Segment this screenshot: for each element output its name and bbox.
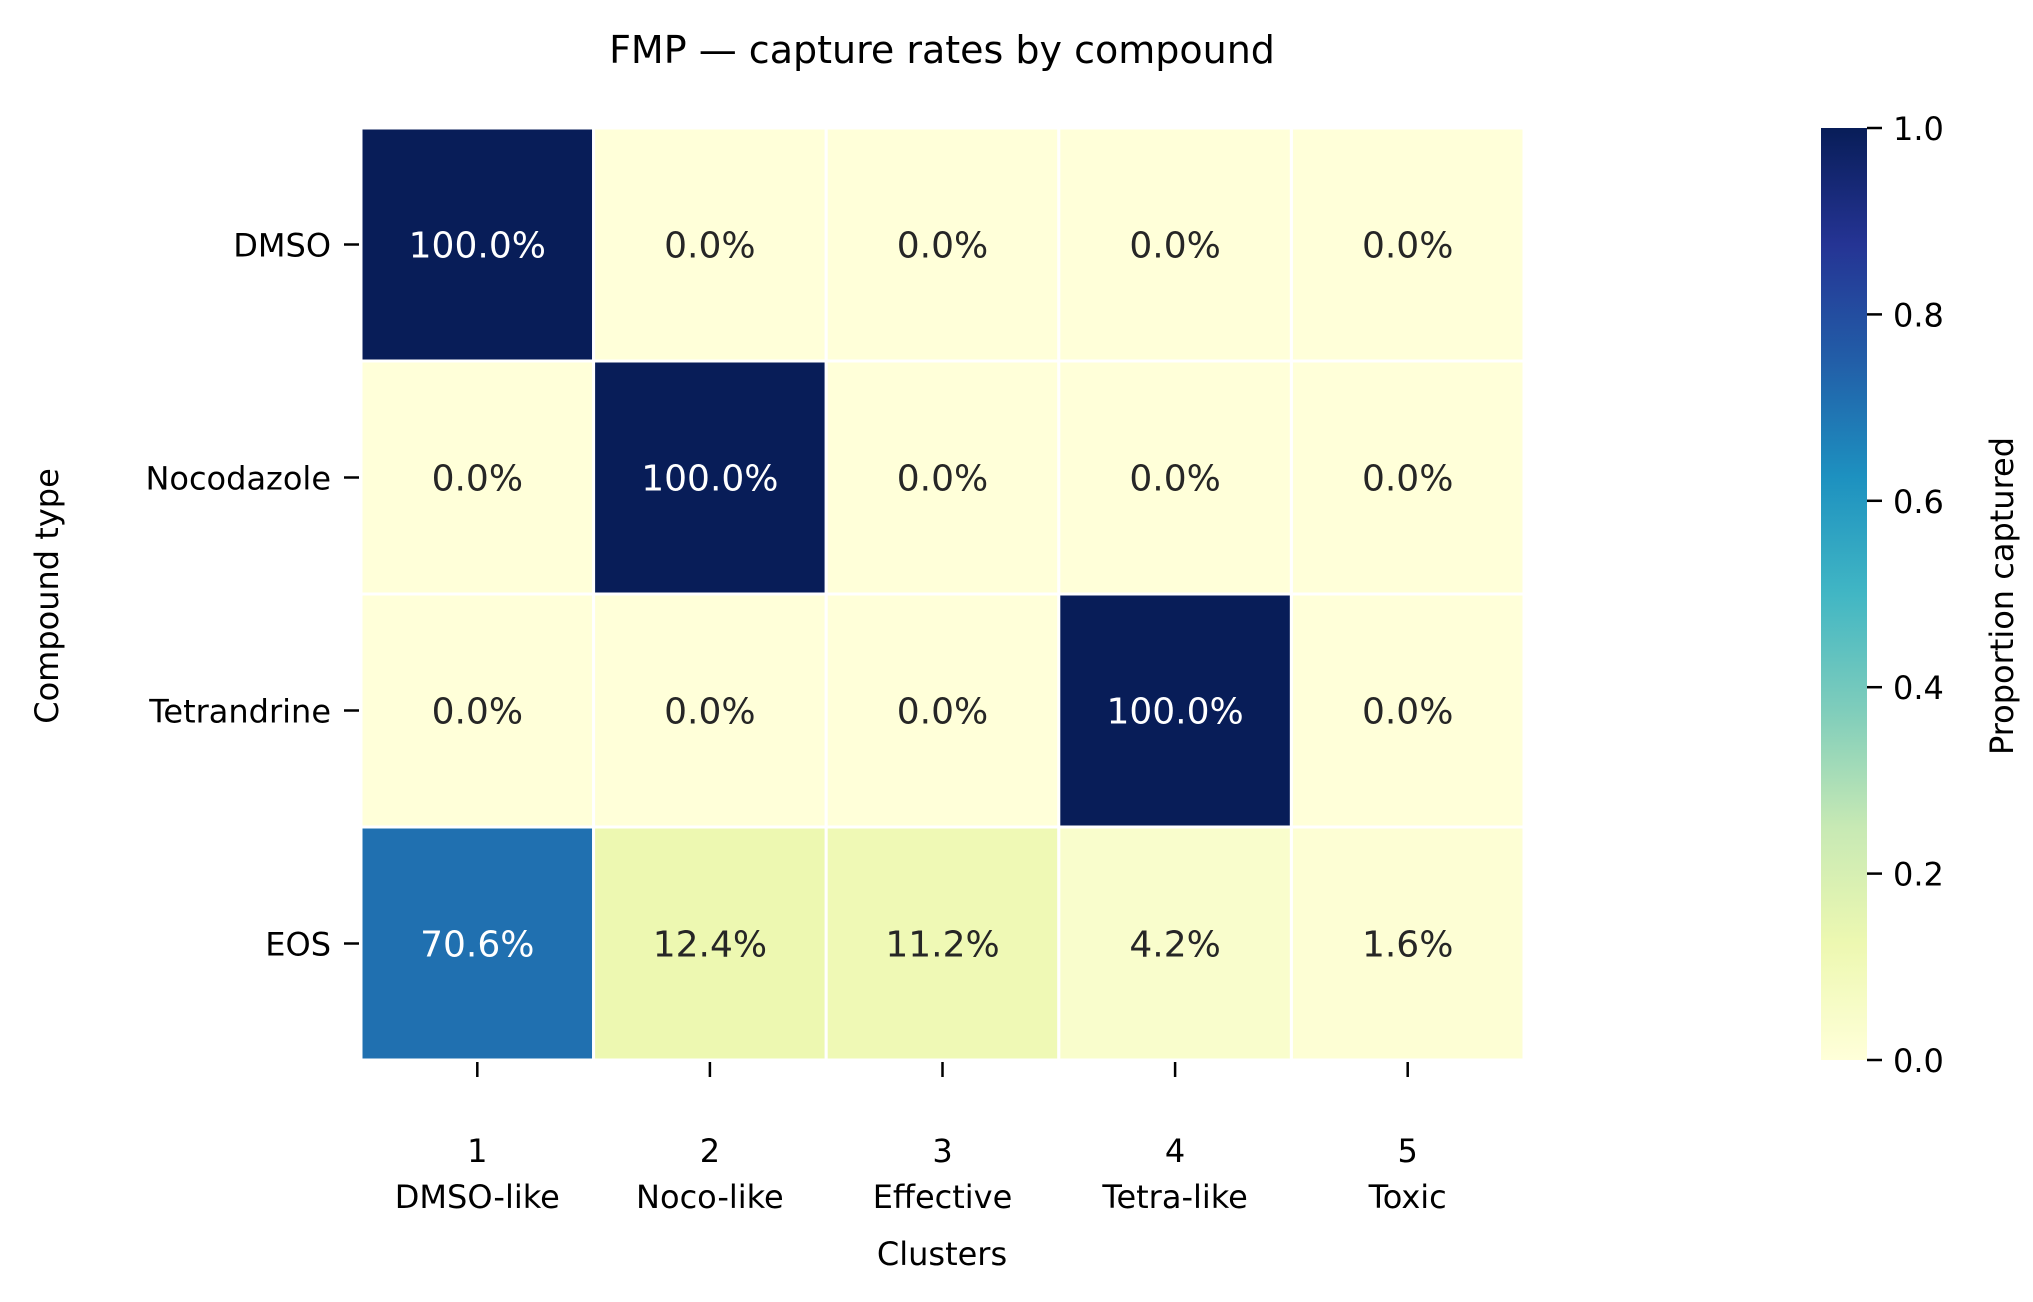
x-tick-number: 5 — [1398, 1132, 1418, 1170]
x-tick-name: Effective — [873, 1178, 1013, 1216]
chart-title: FMP — capture rates by compound — [609, 28, 1275, 72]
colorbar-label: Proportion captured — [1983, 437, 2021, 755]
colorbar-tick-label: 0.4 — [1893, 669, 1944, 707]
heatmap-cell — [1057, 592, 1293, 829]
heatmap-cell — [592, 825, 828, 1062]
x-tick-number: 1 — [467, 1132, 487, 1170]
cell-value-label: 0.0% — [664, 226, 755, 267]
heatmap-cell — [1289, 592, 1526, 829]
heatmap-cell — [592, 126, 828, 363]
x-tick-name: Noco-like — [636, 1178, 784, 1216]
colorbar-scale — [1821, 128, 1867, 1060]
heatmap-cell — [1289, 825, 1526, 1062]
y-tick-label: DMSO — [233, 227, 331, 265]
cell-value-label: 0.0% — [1362, 226, 1453, 267]
cell-value-label: 1.6% — [1362, 925, 1453, 966]
cell-value-label: 0.0% — [1362, 692, 1453, 733]
heatmap-cell — [1057, 825, 1293, 1062]
cell-value-label: 0.0% — [1129, 226, 1220, 267]
heatmap-cell — [824, 825, 1061, 1062]
cell-value-label: 11.2% — [885, 925, 999, 966]
cell-value-label: 0.0% — [432, 692, 523, 733]
x-axis: 1 DMSO-like 2 Noco-like 3 Effective 4 Tetra-lik… — [395, 1062, 1447, 1216]
heatmap-cell — [1057, 126, 1293, 363]
y-tick-label: EOS — [265, 926, 331, 964]
heatmap-cells: 100.0% 0.0% 0.0% 0.0% 0.0% 0.0% 100.0% 0.0% 0.0%… — [359, 126, 1526, 1062]
x-tick-name: Tetra-like — [1101, 1178, 1248, 1216]
cell-value-label: 0.0% — [1129, 459, 1220, 500]
heatmap-cell — [824, 126, 1061, 363]
x-axis-label: Clusters — [877, 1235, 1007, 1273]
heatmap-cell — [592, 592, 828, 829]
cell-value-label: 100.0% — [641, 459, 778, 500]
heatmap-cell — [359, 126, 596, 363]
colorbar-tick-label: 1.0 — [1893, 110, 1944, 148]
cell-value-label: 0.0% — [897, 692, 988, 733]
x-tick-name: Toxic — [1368, 1178, 1447, 1216]
cell-value-label: 0.0% — [664, 692, 755, 733]
y-tick-label: Tetrandrine — [148, 693, 331, 731]
colorbar: 0.0 0.2 0.4 0.6 0.8 1.0 — [1821, 110, 1944, 1080]
heatmap-cell — [359, 825, 596, 1062]
cell-value-label: 0.0% — [897, 226, 988, 267]
x-tick-number: 2 — [700, 1132, 720, 1170]
y-tick-label: Nocodazole — [145, 460, 331, 498]
colorbar-tick-label: 0.2 — [1893, 856, 1944, 894]
cell-value-label: 12.4% — [653, 925, 767, 966]
x-tick-number: 4 — [1165, 1132, 1185, 1170]
heatmap-cell — [824, 592, 1061, 829]
heatmap-cell — [1289, 359, 1526, 596]
heatmap-cell — [1289, 126, 1526, 363]
x-tick-number: 3 — [932, 1132, 952, 1170]
cell-value-label: 100.0% — [409, 226, 546, 267]
cell-value-label: 100.0% — [1106, 692, 1243, 733]
y-axis: DMSO Nocodazole Tetrandrine EOS — [145, 227, 359, 964]
cell-value-label: 4.2% — [1129, 925, 1220, 966]
y-axis-label: Compound type — [28, 468, 66, 724]
colorbar-tick-label: 0.8 — [1893, 296, 1944, 334]
cell-value-label: 0.0% — [432, 459, 523, 500]
cell-value-label: 0.0% — [1362, 459, 1453, 500]
cell-value-label: 70.6% — [420, 925, 534, 966]
cell-value-label: 0.0% — [897, 459, 988, 500]
heatmap-cell — [824, 359, 1061, 596]
colorbar-tick-label: 0.6 — [1893, 483, 1944, 521]
x-tick-name: DMSO-like — [395, 1178, 560, 1216]
colorbar-tick-label: 0.0 — [1893, 1042, 1944, 1080]
heatmap-cell — [359, 359, 596, 596]
